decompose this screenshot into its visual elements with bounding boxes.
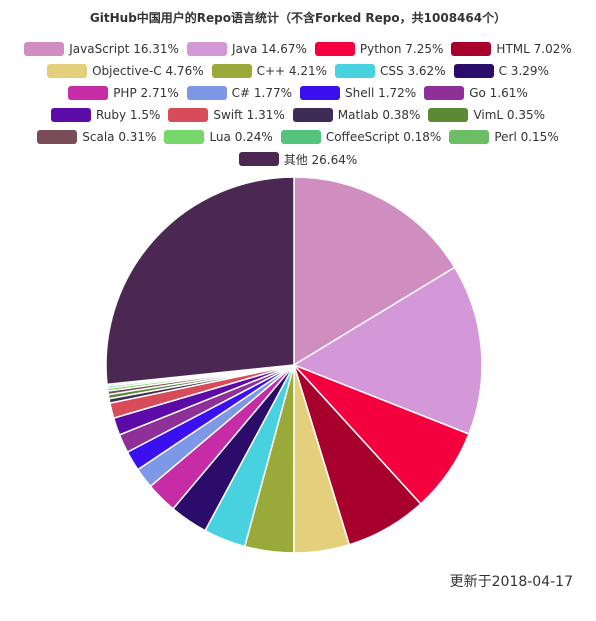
legend-swatch [300, 86, 340, 100]
legend-item[interactable]: Shell 1.72% [300, 86, 416, 100]
legend-label: C 3.29% [498, 64, 549, 78]
legend-row: PHP 2.71% C# 1.77% Shell 1.72% Go 1.61% [0, 82, 596, 104]
legend-label: Python 7.25% [359, 42, 444, 56]
legend-label: CoffeeScript 0.18% [325, 130, 442, 144]
legend-item[interactable]: JavaScript 16.31% [24, 42, 179, 56]
legend-swatch [211, 64, 252, 78]
legend-label: CSS 3.62% [380, 64, 446, 78]
legend-item[interactable]: Objective-C 4.76% [47, 64, 204, 78]
pie-slice-JavaScript[interactable] [293, 176, 456, 366]
legend-swatch [314, 42, 355, 56]
legend-item[interactable]: Go 1.61% [424, 86, 528, 100]
legend-label: PHP 2.71% [113, 86, 179, 100]
update-date-note: 更新于2018-04-17 [449, 574, 573, 590]
legend-label: HTML 7.02% [496, 42, 572, 56]
legend-item[interactable]: C++ 4.21% [211, 64, 328, 78]
legend-label: 其他 26.64% [283, 152, 358, 167]
legend-item[interactable]: 其他 26.64% [238, 151, 358, 168]
legend-swatch [424, 86, 465, 100]
legend-swatch [68, 86, 109, 100]
chart-title: GitHub中国用户的Repo语言统计（不含Forked Repo，共10084… [89, 11, 507, 25]
legend-label: C++ 4.21% [256, 64, 328, 78]
legend-swatch [428, 108, 469, 122]
legend-item[interactable]: CSS 3.62% [335, 64, 446, 78]
legend-item[interactable]: PHP 2.71% [68, 86, 179, 100]
legend-label: VimL 0.35% [473, 108, 546, 122]
legend-swatch [186, 86, 227, 100]
legend-label: Perl 0.15% [494, 130, 559, 144]
legend-swatch [238, 152, 279, 166]
legend-label: JavaScript 16.31% [69, 42, 179, 56]
legend-label: Go 1.61% [469, 86, 528, 100]
legend-swatch [164, 130, 205, 144]
legend-item[interactable]: Python 7.25% [314, 42, 444, 56]
legend-item[interactable]: Lua 0.24% [164, 130, 273, 144]
legend-item[interactable]: Perl 0.15% [449, 130, 559, 144]
legend-label: Objective-C 4.76% [92, 64, 204, 78]
legend-swatch [47, 64, 88, 78]
legend-swatch [449, 130, 490, 144]
legend-swatch [292, 108, 333, 122]
legend-item[interactable]: Matlab 0.38% [292, 108, 421, 122]
legend-swatch [24, 42, 65, 56]
legend-item[interactable]: CoffeeScript 0.18% [280, 130, 442, 144]
chart-legend: JavaScript 16.31% Java 14.67% Python 7.25%… [0, 38, 596, 170]
legend-label: Java 14.67% [231, 42, 307, 56]
legend-swatch [335, 64, 376, 78]
legend-item[interactable]: HTML 7.02% [451, 42, 572, 56]
legend-swatch [186, 42, 227, 56]
legend-row: Ruby 1.5% Swift 1.31% Matlab 0.38% VimL 0.3… [0, 104, 596, 126]
legend-label: Shell 1.72% [345, 86, 417, 100]
legend-swatch [50, 108, 91, 122]
legend-label: C# 1.77% [231, 86, 292, 100]
legend-label: Ruby 1.5% [95, 108, 161, 122]
legend-label: Matlab 0.38% [337, 108, 421, 122]
legend-item[interactable]: Java 14.67% [186, 42, 307, 56]
legend-row: Scala 0.31% Lua 0.24% CoffeeScript 0.18% Pe… [0, 126, 596, 148]
legend-item[interactable]: VimL 0.35% [428, 108, 545, 122]
legend-item[interactable]: C 3.29% [453, 64, 549, 78]
legend-swatch [37, 130, 78, 144]
legend-label: Scala 0.31% [82, 130, 157, 144]
legend-label: Swift 1.31% [213, 108, 285, 122]
legend-label: Lua 0.24% [209, 130, 273, 144]
legend-item[interactable]: Ruby 1.5% [50, 108, 161, 122]
legend-swatch [453, 64, 494, 78]
legend-item[interactable]: C# 1.77% [186, 86, 292, 100]
legend-row: 其他 26.64% [0, 148, 596, 170]
pie-slice-Java[interactable] [293, 266, 483, 435]
legend-swatch [168, 108, 209, 122]
legend-item[interactable]: Swift 1.31% [168, 108, 285, 122]
legend-row: JavaScript 16.31% Java 14.67% Python 7.25%… [0, 38, 596, 60]
pie-slice-其他[interactable] [105, 176, 295, 386]
legend-swatch [280, 130, 321, 144]
legend-item[interactable]: Scala 0.31% [37, 130, 156, 144]
legend-row: Objective-C 4.76% C++ 4.21% CSS 3.62% C 3.2… [0, 60, 596, 82]
legend-swatch [451, 42, 492, 56]
